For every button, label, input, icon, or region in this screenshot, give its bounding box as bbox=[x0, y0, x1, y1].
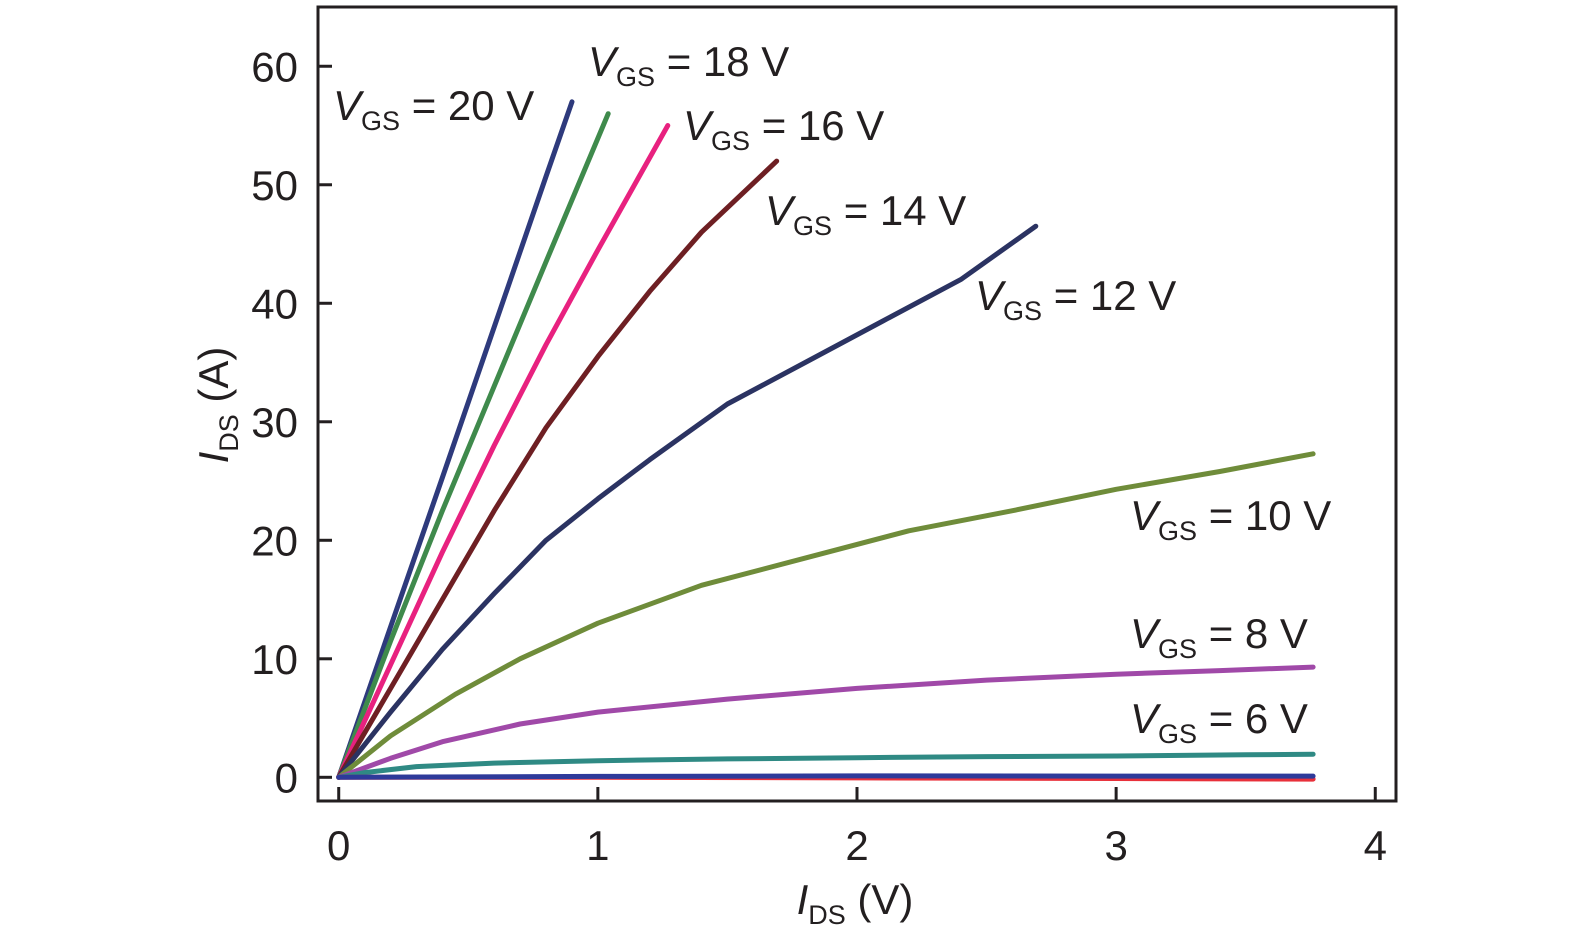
series-label-0: VGS = 20 V bbox=[333, 82, 534, 136]
series-line-4 bbox=[336, 223, 1039, 780]
y-tick-label: 10 bbox=[251, 636, 298, 683]
series-line-6 bbox=[336, 664, 1316, 780]
y-tick-label: 50 bbox=[251, 162, 298, 209]
y-tick-label: 20 bbox=[251, 517, 298, 564]
x-tick-label: 0 bbox=[327, 822, 350, 869]
series-label-6: VGS = 8 V bbox=[1130, 610, 1308, 664]
series-labels: VGS = 20 V VGS = 18 V VGS = 16 V VGS = 14 V… bbox=[333, 38, 1331, 749]
series-label-4: VGS = 12 V bbox=[975, 272, 1176, 326]
y-tick-label: 40 bbox=[251, 280, 298, 327]
x-tick-label: 1 bbox=[586, 822, 609, 869]
series-line-5 bbox=[336, 451, 1316, 780]
y-tick-label: 0 bbox=[275, 754, 298, 801]
x-axis: 0 1 2 3 4 bbox=[327, 787, 1387, 869]
x-tick-label: 3 bbox=[1104, 822, 1127, 869]
series-line-0 bbox=[336, 99, 575, 780]
x-axis-title: IDS (V) bbox=[797, 876, 914, 930]
series-line-3 bbox=[336, 158, 780, 780]
x-tick-label: 4 bbox=[1364, 822, 1387, 869]
y-tick-label: 60 bbox=[251, 43, 298, 90]
series-line-9 bbox=[336, 773, 1316, 780]
series-label-2: VGS = 16 V bbox=[683, 102, 884, 156]
series-label-5: VGS = 10 V bbox=[1130, 492, 1331, 546]
x-tick-label: 2 bbox=[845, 822, 868, 869]
series-line-2 bbox=[336, 123, 671, 780]
series-label-3: VGS = 14 V bbox=[765, 187, 966, 241]
y-tick-label: 30 bbox=[251, 399, 298, 446]
series-line-7 bbox=[336, 751, 1316, 780]
series-label-7: VGS = 6 V bbox=[1130, 695, 1308, 749]
y-axis: 0 10 20 30 40 50 60 bbox=[251, 43, 332, 801]
series-line-1 bbox=[336, 111, 611, 780]
y-axis-title: IDS (A) bbox=[190, 347, 244, 464]
series-label-1: VGS = 18 V bbox=[588, 38, 789, 92]
series-lines bbox=[336, 99, 1316, 782]
